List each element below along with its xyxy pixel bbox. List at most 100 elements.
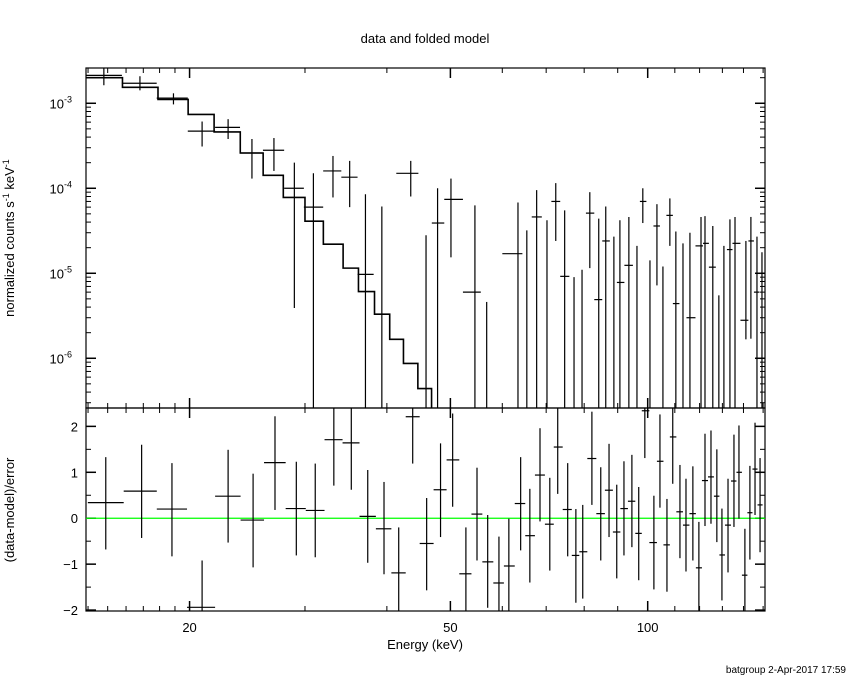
residual-frame	[85, 407, 766, 612]
residual-point	[669, 408, 677, 484]
data-point	[262, 138, 285, 171]
data-point	[396, 160, 419, 197]
data-point	[431, 188, 445, 408]
data-point	[666, 198, 673, 246]
y-tick-label: −1	[63, 557, 78, 572]
residual-point	[579, 504, 588, 599]
residual-point	[375, 481, 392, 575]
data-point	[462, 205, 481, 408]
residual-point	[285, 461, 306, 556]
residual-point	[482, 515, 494, 608]
residual-point	[682, 478, 690, 572]
data-point	[672, 231, 680, 408]
residual-point	[620, 461, 628, 556]
residual-point	[663, 498, 670, 592]
data-point	[708, 225, 716, 408]
residual-point	[627, 454, 636, 548]
data-point	[695, 216, 704, 408]
y-tick-base: 10	[50, 181, 64, 196]
y-tick-label: 0	[71, 511, 78, 526]
data-point	[444, 178, 463, 258]
y-tick-base: 10	[50, 266, 64, 281]
x-tick-label: 50	[443, 620, 457, 635]
x-tick-label: 20	[182, 620, 196, 635]
y-tick-exponent: -3	[64, 94, 72, 104]
residual-y-axis-label: (data-model)/error	[2, 457, 17, 562]
residual-point	[240, 473, 265, 568]
y-tick-label: 10-4	[50, 179, 72, 196]
data-point	[85, 68, 122, 86]
residual-point	[707, 430, 714, 524]
residual-point	[656, 414, 664, 508]
residual-point	[736, 425, 742, 519]
data-point	[323, 155, 342, 198]
residual-point	[419, 498, 434, 591]
residual-point	[123, 444, 157, 538]
residual-point	[676, 464, 683, 559]
y-tick-label: 2	[71, 419, 78, 434]
chart-title: data and folded model	[361, 31, 490, 46]
y-tick-base: 10	[50, 96, 64, 111]
y-tick-label: −2	[63, 603, 78, 618]
y-tick-exponent: -6	[64, 349, 72, 359]
residual-point	[719, 508, 725, 601]
data-point	[341, 160, 358, 208]
data-point	[121, 76, 157, 91]
top-y-axis-label: normalized counts s-1 keV-1	[1, 159, 17, 317]
data-point	[502, 202, 523, 408]
data-point	[624, 216, 633, 408]
residual-point	[324, 408, 343, 486]
y-tick-exponent: -4	[64, 179, 72, 189]
y-tick-label: 1	[71, 465, 78, 480]
model-histogram	[86, 76, 433, 408]
data-point	[602, 206, 610, 408]
residual-point	[459, 527, 472, 611]
top-panel: 10-310-410-510-6	[50, 67, 766, 409]
x-tick-label: 100	[637, 620, 659, 635]
residual-point	[215, 449, 241, 543]
y-tick-label: 10-3	[50, 94, 72, 111]
residual-point	[747, 465, 753, 560]
residual-point	[503, 518, 515, 611]
residual-point	[701, 433, 708, 527]
residual-point	[405, 408, 420, 464]
data-point	[616, 220, 625, 408]
data-point	[551, 183, 561, 241]
residual-point	[493, 536, 504, 611]
residual-point	[391, 527, 406, 611]
residual-point	[525, 488, 535, 583]
residual-point	[305, 463, 325, 558]
data-point	[703, 216, 709, 408]
y-tick-label: 10-6	[50, 349, 72, 366]
data-point	[753, 236, 760, 408]
data-point	[732, 216, 741, 408]
data-point	[726, 219, 733, 408]
data-point	[284, 162, 304, 309]
data-point	[531, 190, 542, 408]
residual-point	[752, 422, 758, 516]
data-point	[639, 188, 647, 224]
footer-stamp: batgroup 2-Apr-2017 17:59	[726, 665, 847, 676]
top-y-axis-label-exp1: -1	[1, 193, 11, 201]
residual-point	[87, 457, 124, 550]
residual-point	[553, 408, 563, 494]
y-tick-exponent: -5	[64, 264, 72, 274]
data-point	[357, 194, 374, 408]
residual-point	[187, 560, 216, 611]
residual-point	[264, 416, 286, 510]
residual-point	[612, 484, 621, 579]
residual-point	[635, 486, 642, 581]
data-point	[303, 173, 324, 408]
residual-point	[359, 470, 376, 563]
top-y-axis-label-unit: keV	[2, 167, 17, 193]
residual-point	[713, 449, 720, 543]
residual-point	[695, 521, 702, 611]
residual-point	[741, 528, 748, 611]
data-point	[686, 232, 696, 408]
data-point	[594, 218, 603, 408]
residual-point	[514, 457, 526, 551]
data-point	[653, 204, 660, 286]
residual-point	[534, 428, 545, 522]
residual-point	[757, 458, 763, 553]
data-point	[585, 192, 595, 269]
